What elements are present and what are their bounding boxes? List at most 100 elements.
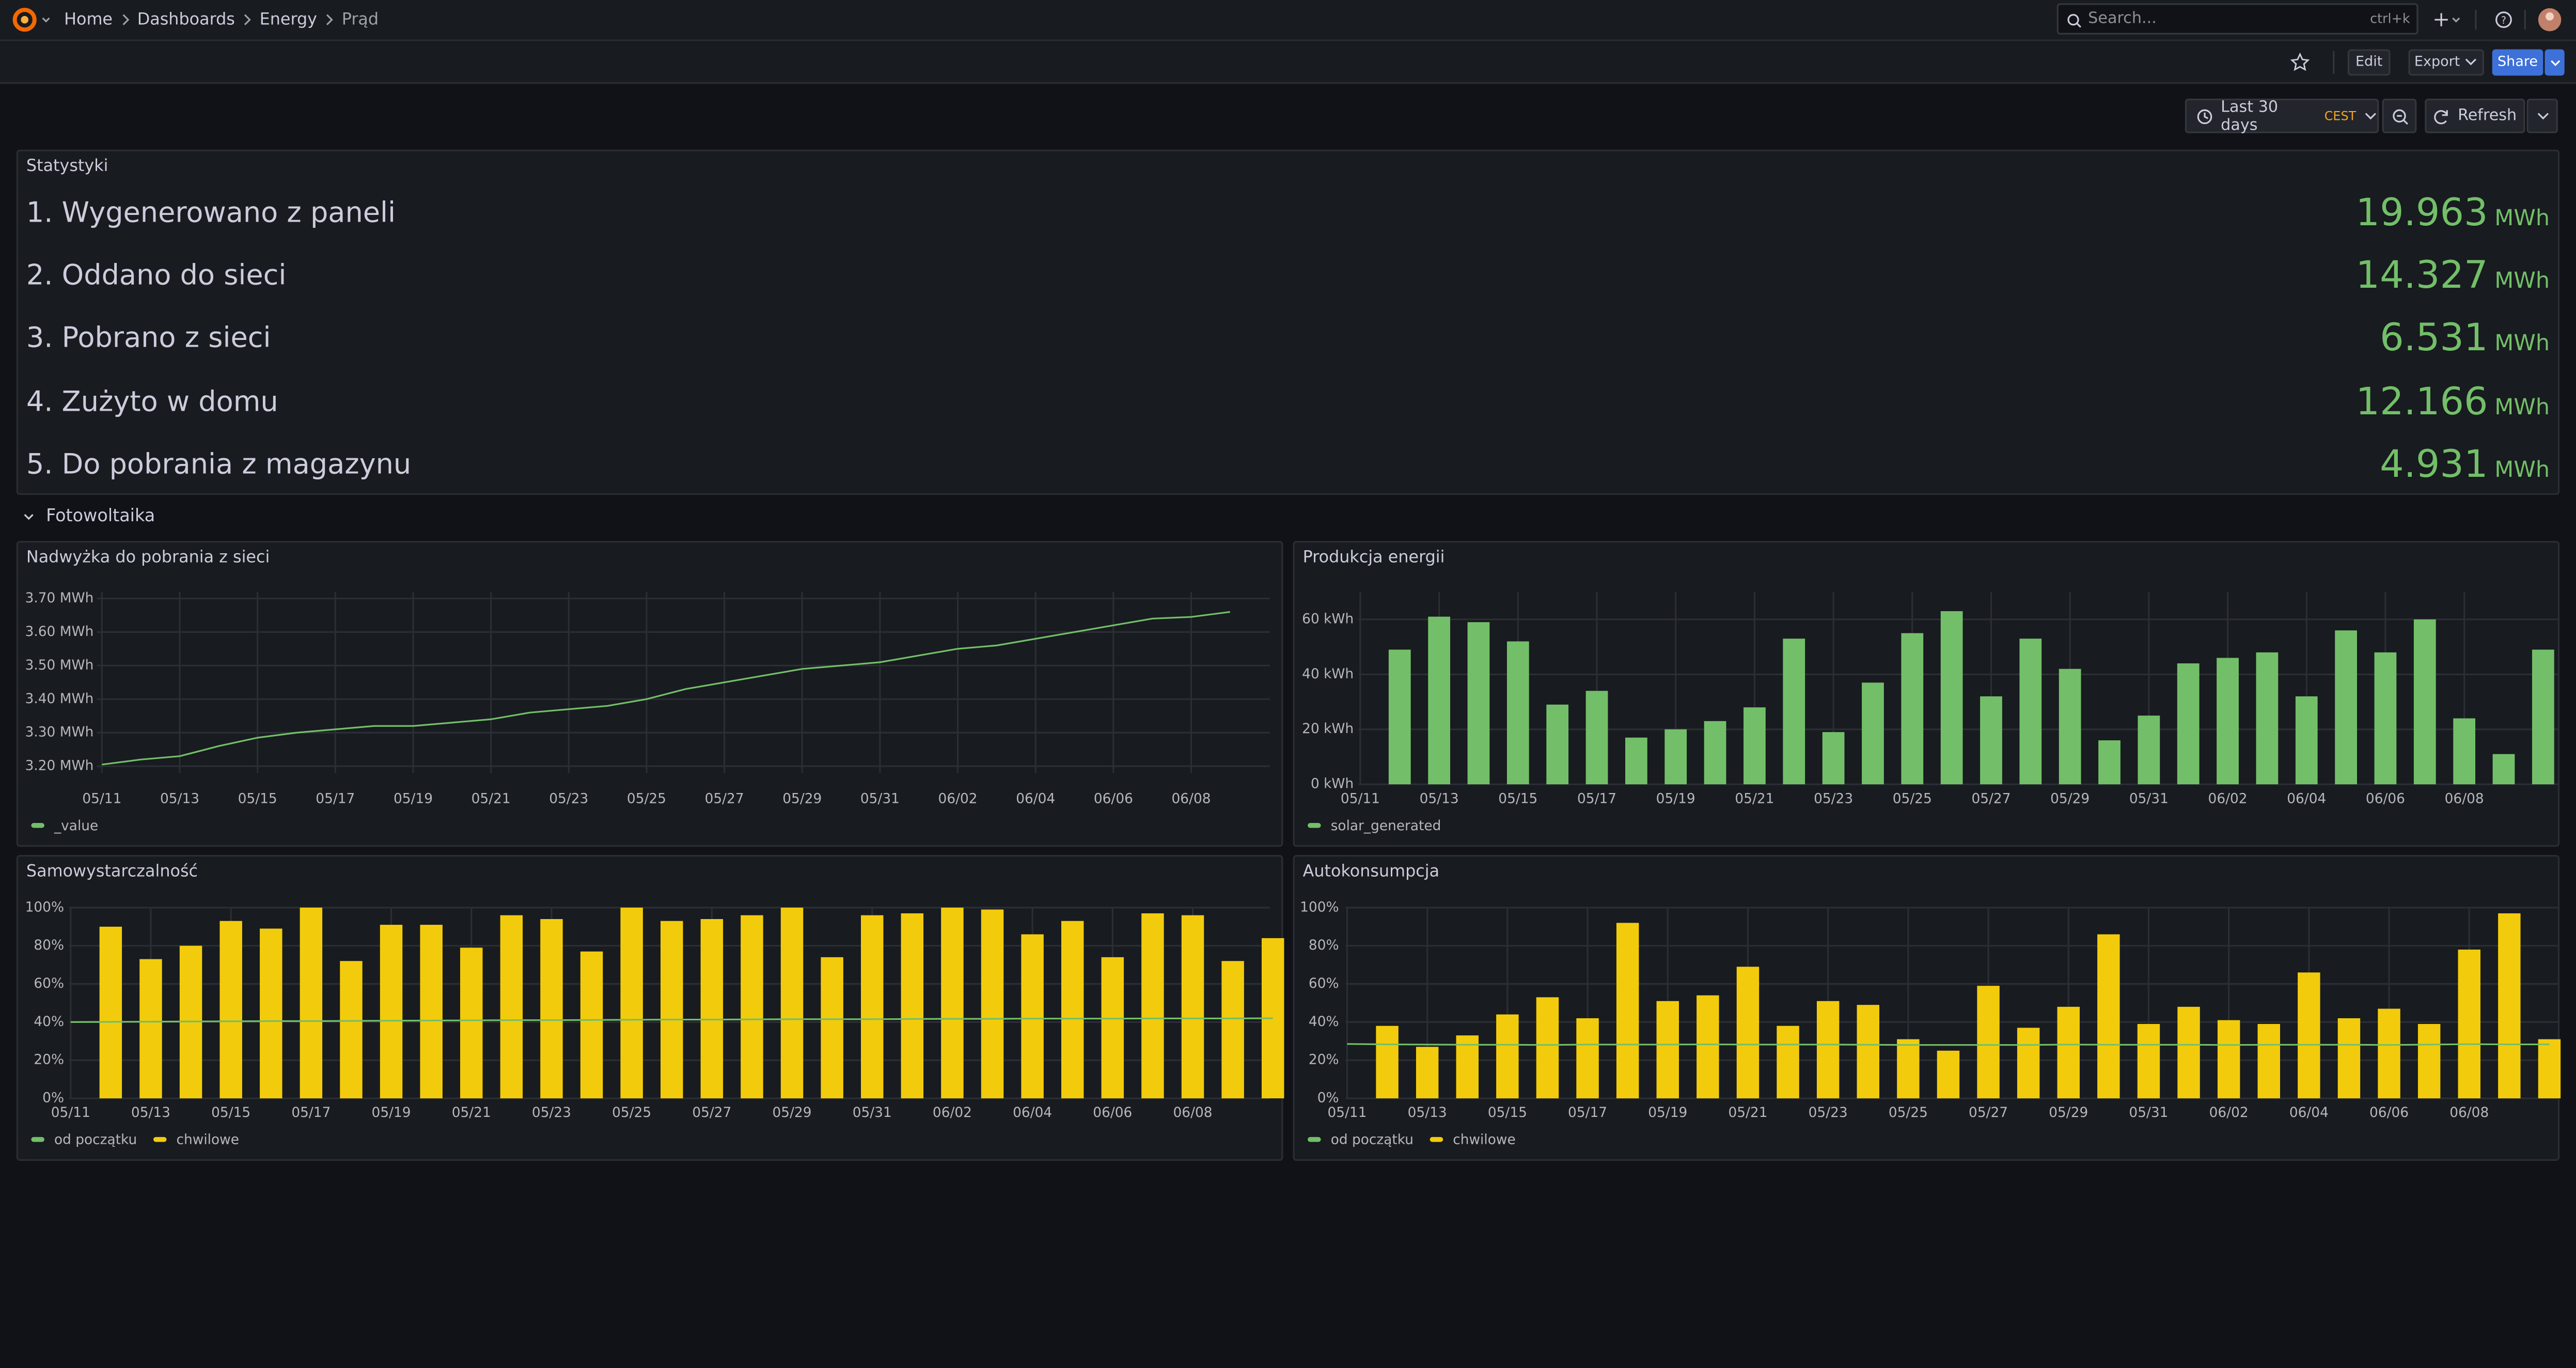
x-tick-label: 05/31 xyxy=(853,1105,892,1121)
time-picker[interactable]: Last 30 days CEST xyxy=(2185,98,2379,134)
bar xyxy=(2413,619,2436,785)
x-tick-label: 05/11 xyxy=(82,790,121,806)
stat-row: 4. Zużyto w domu 12.166 MWh xyxy=(26,372,2550,432)
bar xyxy=(1743,707,1766,785)
bar xyxy=(1428,616,1451,785)
edit-button[interactable]: Edit xyxy=(2347,49,2391,76)
bar xyxy=(1857,1005,1879,1099)
bar xyxy=(1980,696,2002,785)
bar xyxy=(99,926,122,1099)
y-tick-label: 3.20 MWh xyxy=(25,758,94,774)
x-tick-label: 05/13 xyxy=(160,790,199,806)
chart: 0 kWh 20 kWh 40 kWh 60 kWh 05/11 05/13 05/15 05… xyxy=(1302,592,2560,834)
x-tick-label: 05/31 xyxy=(2129,790,2169,806)
x-tick-label: 05/19 xyxy=(372,1105,411,1121)
bar xyxy=(2256,652,2279,785)
line xyxy=(1347,1043,2550,1046)
x-tick-label: 06/04 xyxy=(2287,790,2326,806)
x-tick-label: 05/13 xyxy=(1420,790,1459,806)
stat-value: 14.327 xyxy=(2355,255,2488,298)
breadcrumb[interactable]: Energy xyxy=(259,10,318,29)
x-tick-label: 05/25 xyxy=(1893,790,1932,806)
bar xyxy=(580,951,603,1099)
panel-title: Produkcja energii xyxy=(1302,549,1445,568)
row-header[interactable]: Fotowoltaika xyxy=(23,505,155,528)
bar xyxy=(139,959,162,1099)
bar xyxy=(2298,972,2320,1099)
bar xyxy=(1816,1001,1840,1099)
x-tick-label: 05/17 xyxy=(291,1105,331,1121)
x-tick-label: 05/29 xyxy=(773,1105,812,1121)
x-tick-label: 05/11 xyxy=(1327,1105,1366,1121)
bar xyxy=(2217,658,2239,785)
bar xyxy=(1221,961,1244,1099)
toolbar: Edit Export Share xyxy=(0,41,2576,84)
caret xyxy=(2550,59,2559,66)
x-tick-label: 05/29 xyxy=(2049,1105,2088,1121)
stat-unit: MWh xyxy=(2494,205,2550,232)
export-button[interactable]: Export xyxy=(2408,49,2484,76)
x-tick-label: 06/06 xyxy=(2369,1105,2409,1121)
bar xyxy=(1697,995,1719,1099)
collapse-icon xyxy=(24,513,34,519)
search-box[interactable]: Search... ctrl+k xyxy=(2056,3,2418,35)
stat-value: 12.166 xyxy=(2355,381,2488,424)
stat-value: 6.531 xyxy=(2380,318,2488,361)
zoom-out[interactable] xyxy=(2382,98,2417,133)
star-icon[interactable] xyxy=(2290,52,2310,72)
stat-value-group: 12.166 MWh xyxy=(2356,381,2550,424)
y-tick-label: 60 kWh xyxy=(1302,611,1354,627)
bar xyxy=(1625,737,1647,785)
bar xyxy=(300,907,323,1099)
divider xyxy=(2333,51,2335,74)
x-tick-label: 05/19 xyxy=(394,790,433,806)
bar xyxy=(1506,641,1529,785)
bar xyxy=(2057,1006,2080,1099)
stat-label: 2. Oddano do sieci xyxy=(26,260,287,293)
bar xyxy=(540,919,563,1099)
refresh-menu[interactable] xyxy=(2526,98,2558,133)
stat-row: 5. Do pobrania z magazynu 4.931 MWh xyxy=(26,436,2550,495)
top-icons[interactable]: ? xyxy=(2431,8,2576,32)
legend-label: od początku xyxy=(1331,1132,1413,1148)
bar xyxy=(700,919,724,1099)
x-tick-label: 06/02 xyxy=(938,790,978,806)
bar xyxy=(620,907,643,1099)
bar xyxy=(1736,967,1760,1099)
grafana-logo[interactable] xyxy=(11,7,54,33)
y-tick-label: 60% xyxy=(1309,975,1339,991)
x-tick-label: 05/31 xyxy=(860,790,900,806)
stat-unit: MWh xyxy=(2494,268,2550,295)
bar xyxy=(2177,663,2200,785)
x-tick-label: 06/08 xyxy=(2445,790,2484,806)
x-tick-label: 05/15 xyxy=(1498,790,1537,806)
bar xyxy=(1141,913,1164,1099)
y-tick-label: 3.70 MWh xyxy=(25,590,94,606)
stat-value-group: 19.963 MWh xyxy=(2356,192,2550,235)
legend-label: od początku xyxy=(54,1132,137,1148)
bar xyxy=(2097,934,2120,1099)
stat-label: 1. Wygenerowano z paneli xyxy=(26,197,396,230)
bar xyxy=(2532,649,2554,785)
bar xyxy=(1388,649,1411,785)
bar xyxy=(2138,716,2160,785)
zoom-icon xyxy=(2392,108,2408,124)
line xyxy=(102,611,1231,766)
breadcrumb[interactable]: Home xyxy=(64,10,113,29)
stat-value: 19.963 xyxy=(2355,192,2488,236)
bar xyxy=(1704,721,1726,785)
refresh-button[interactable]: Refresh xyxy=(2425,98,2525,133)
bar xyxy=(500,915,523,1099)
x-tick-label: 05/25 xyxy=(612,1105,651,1121)
x-tick-label: 06/02 xyxy=(933,1105,972,1121)
share-menu[interactable] xyxy=(2544,49,2565,76)
bar xyxy=(1467,622,1490,785)
bar xyxy=(1181,915,1204,1099)
bar xyxy=(1777,1025,1799,1099)
x-tick-label: 05/17 xyxy=(1577,790,1616,806)
bar xyxy=(2257,1024,2280,1099)
share-button[interactable]: Share xyxy=(2492,49,2543,76)
refresh-icon xyxy=(2434,109,2448,123)
breadcrumbs: Home Dashboards Energy Prąd xyxy=(64,0,379,39)
breadcrumb[interactable]: Dashboards xyxy=(137,10,235,29)
